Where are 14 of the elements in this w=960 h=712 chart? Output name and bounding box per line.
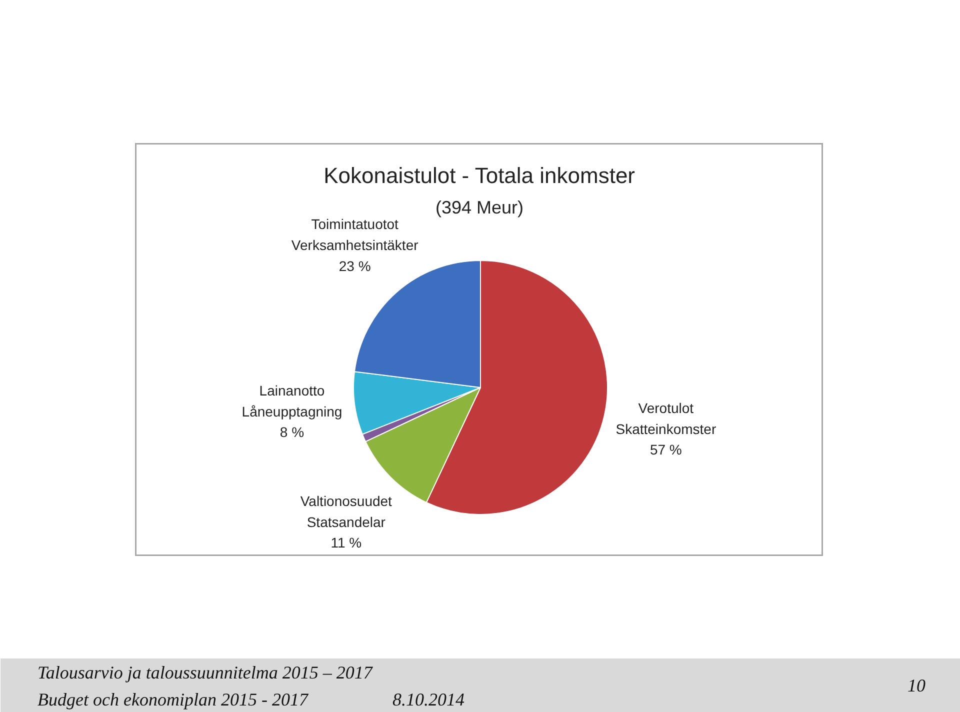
text: 10 xyxy=(908,676,926,696)
text: Talousarvio ja taloussuunnitelma 2015 – 2017 xyxy=(38,662,374,682)
slice-label: Valtionosuudet Statsandelar xyxy=(300,493,392,530)
data-label: 8 % xyxy=(280,424,304,440)
slice-label: Lainanotto Låneupptagning xyxy=(242,382,342,420)
slice-label: Toimintatuotot Verksamhetsintäkter xyxy=(291,216,419,253)
text: Budget och ekonomiplan 2015 - 2017 xyxy=(38,690,309,710)
data-label: 57 % xyxy=(650,442,682,458)
chart-title: Kokonaistulot - Totala inkomster xyxy=(324,163,636,188)
chart-subtitle: (394 Meur) xyxy=(435,198,524,218)
data-label: 23 % xyxy=(338,258,371,274)
text: 8.10.2014 xyxy=(392,690,464,710)
slice-label: Verotulot Skatteinkomster xyxy=(616,400,716,437)
data-label: 11 % xyxy=(330,534,362,551)
